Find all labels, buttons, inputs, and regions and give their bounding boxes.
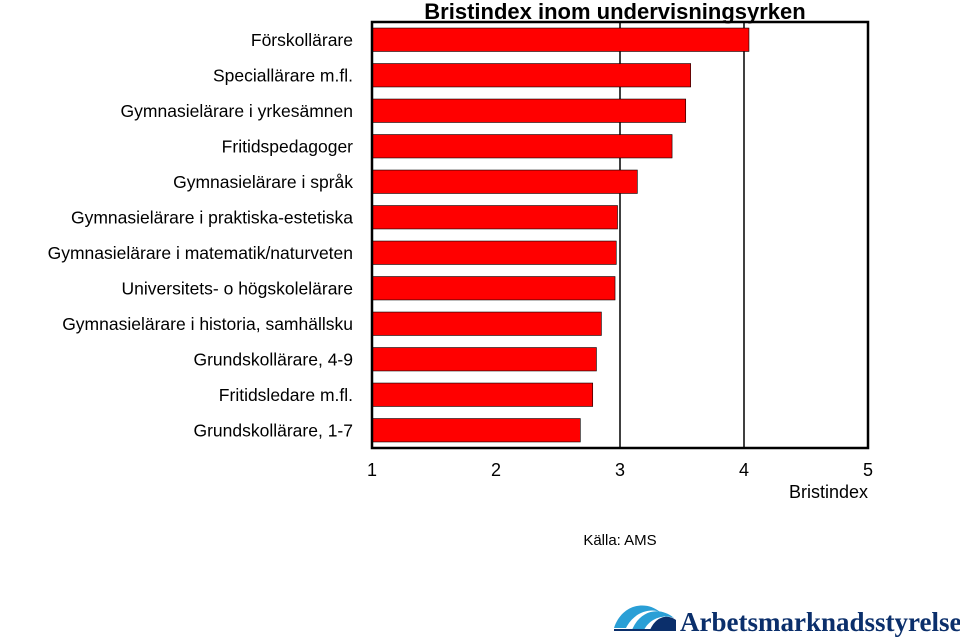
bar xyxy=(371,169,638,194)
chart-title: Bristindex inom undervisningsyrken xyxy=(424,0,805,24)
category-label: Universitets- o högskolelärare xyxy=(122,278,354,298)
category-label: Fritidspedagoger xyxy=(222,136,353,156)
x-tick-label: 4 xyxy=(739,460,749,480)
x-tick-label: 5 xyxy=(863,460,873,480)
x-axis-label: Bristindex xyxy=(789,482,868,502)
bar xyxy=(371,134,673,159)
logo-text: Arbetsmarknadsstyrelsen xyxy=(680,607,960,637)
bar xyxy=(371,63,691,88)
bar xyxy=(371,382,594,407)
x-tick-label: 1 xyxy=(367,460,377,480)
category-label: Speciallärare m.fl. xyxy=(213,65,353,85)
category-label: Gymnasielärare i historia, samhällsku xyxy=(62,314,353,334)
x-tick-labels: 1 2 3 4 5 xyxy=(367,460,873,480)
plot-frame xyxy=(370,20,870,450)
category-label: Grundskollärare, 1-7 xyxy=(193,420,353,440)
category-labels: Förskollärare Speciallärare m.fl. Gymnasie… xyxy=(48,30,354,441)
bar xyxy=(371,98,687,123)
arbetsmarknadsstyrelsen-logo: Arbetsmarknadsstyrelsen xyxy=(614,605,960,637)
category-label: Gymnasielärare i yrkesämnen xyxy=(121,101,353,121)
logo-wave-icon xyxy=(614,605,676,631)
x-tick-label: 3 xyxy=(615,460,625,480)
bar xyxy=(371,205,618,230)
bar xyxy=(371,311,602,336)
bar xyxy=(371,347,597,372)
bar xyxy=(371,27,750,52)
category-label: Gymnasielärare i språk xyxy=(173,172,353,192)
bar xyxy=(371,418,581,443)
category-label: Gymnasielärare i matematik/naturveten xyxy=(48,243,353,263)
bar xyxy=(371,276,616,301)
bar xyxy=(371,240,617,265)
category-label: Förskollärare xyxy=(251,30,353,50)
category-label: Gymnasielärare i praktiska-estetiska xyxy=(71,207,353,227)
x-tick-label: 2 xyxy=(491,460,501,480)
category-label: Fritidsledare m.fl. xyxy=(219,385,353,405)
bars xyxy=(371,27,750,443)
category-label: Grundskollärare, 4-9 xyxy=(193,349,353,369)
source-note: Källa: AMS xyxy=(583,532,656,549)
gridlines xyxy=(619,22,745,448)
